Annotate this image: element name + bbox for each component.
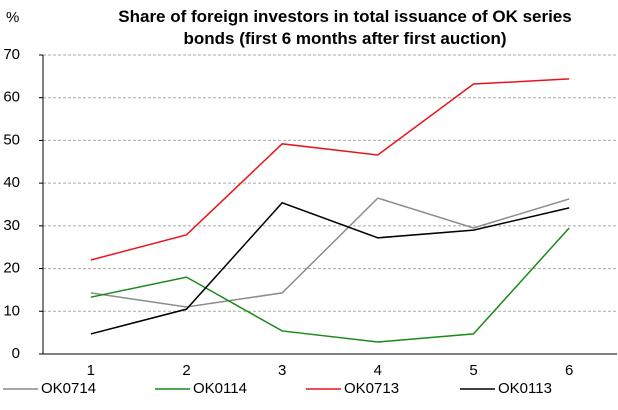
y-tick-label: 20	[3, 260, 20, 277]
y-axis-label: %	[6, 9, 19, 26]
y-tick-label: 30	[3, 217, 20, 234]
x-tick-label: 4	[374, 362, 382, 379]
y-tick-label: 10	[3, 302, 20, 319]
y-tick-label: 50	[3, 131, 20, 148]
x-tick-label: 1	[87, 362, 95, 379]
y-tick-label: 60	[3, 89, 20, 106]
series-line	[90, 78, 570, 261]
y-tick-label: 40	[3, 174, 20, 191]
legend-label: OK0714	[41, 380, 96, 397]
series-line	[90, 201, 570, 335]
series-line	[90, 227, 570, 343]
chart-title: Share of foreign investors in total issu…	[118, 7, 572, 48]
x-tick-label: 3	[278, 362, 286, 379]
legend-label: OK0113	[498, 380, 552, 397]
y-tick-label: 0	[12, 345, 20, 362]
x-tick-label: 6	[565, 362, 573, 379]
x-tick-label: 5	[469, 362, 477, 379]
legend-label: OK0114	[193, 380, 247, 397]
legend-label: OK0713	[344, 380, 399, 397]
y-tick-label: 70	[3, 46, 20, 63]
series-line	[90, 197, 570, 308]
x-tick-label: 2	[182, 362, 190, 379]
